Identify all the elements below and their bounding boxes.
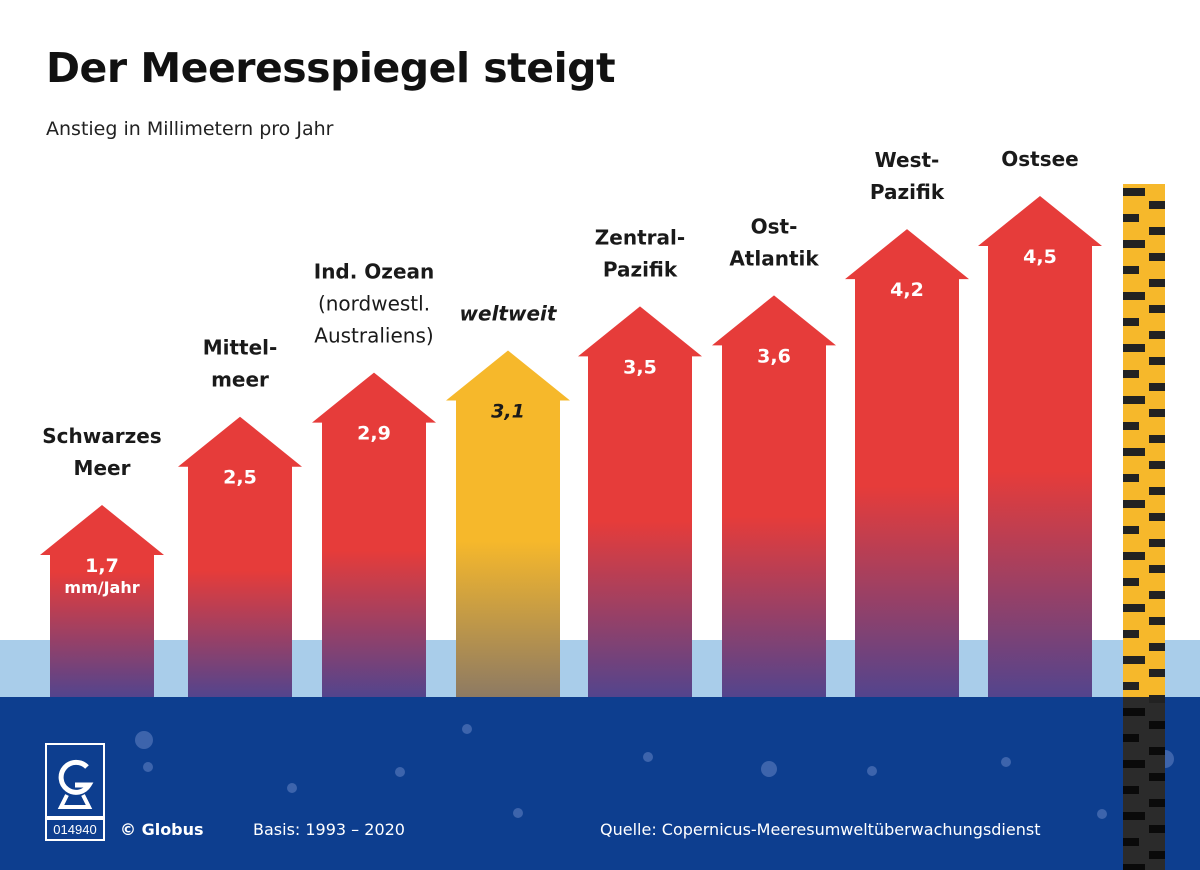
- deep-water: [0, 697, 1200, 870]
- bar-arrow: [40, 505, 164, 697]
- logo-code: 014940: [45, 818, 105, 841]
- chart-title: Der Meeresspiegel steigt: [46, 44, 616, 92]
- category-label: Ost-Atlantik: [729, 214, 819, 270]
- bar-arrow: [578, 306, 702, 697]
- bar-arrow: [446, 350, 570, 697]
- bar-arrow: [978, 196, 1102, 697]
- copyright: © Globus: [120, 820, 204, 839]
- bar-arrow: [712, 295, 836, 697]
- category-label: Schwarzes Meer: [42, 424, 161, 480]
- chart-subtitle: Anstieg in Millimetern pro Jahr: [46, 118, 334, 140]
- value-label: 3,1: [491, 401, 525, 423]
- value-label: 3,6: [757, 345, 791, 367]
- unit-label: mm/Jahr: [64, 578, 139, 597]
- globus-logo: 014940: [45, 743, 105, 841]
- globus-g-icon: [57, 759, 94, 809]
- value-label: 2,9: [357, 423, 391, 445]
- value-label: 4,2: [890, 279, 924, 301]
- value-label: 3,5: [623, 356, 657, 378]
- category-label: weltweit: [460, 302, 558, 326]
- category-label: Mittel-meer: [203, 336, 278, 392]
- bar-arrow: [312, 372, 436, 697]
- basis-note: Basis: 1993 – 2020: [253, 820, 405, 839]
- value-label: 2,5: [223, 467, 257, 489]
- category-label: Ostsee: [1001, 147, 1079, 171]
- category-label: West-Pazifik: [870, 148, 945, 204]
- measuring-gauge: [1123, 184, 1165, 870]
- category-label: Ind. Ozean (nordwestl. Australiens): [314, 260, 435, 348]
- value-label: 4,5: [1023, 246, 1057, 268]
- value-label: 1,7: [85, 555, 119, 577]
- bar-arrow: [178, 416, 302, 697]
- bar-arrow: [845, 229, 969, 697]
- category-label: Zentral-Pazifik: [595, 225, 685, 281]
- source-note: Quelle: Copernicus-Meeresumweltüberwachu…: [600, 820, 1041, 839]
